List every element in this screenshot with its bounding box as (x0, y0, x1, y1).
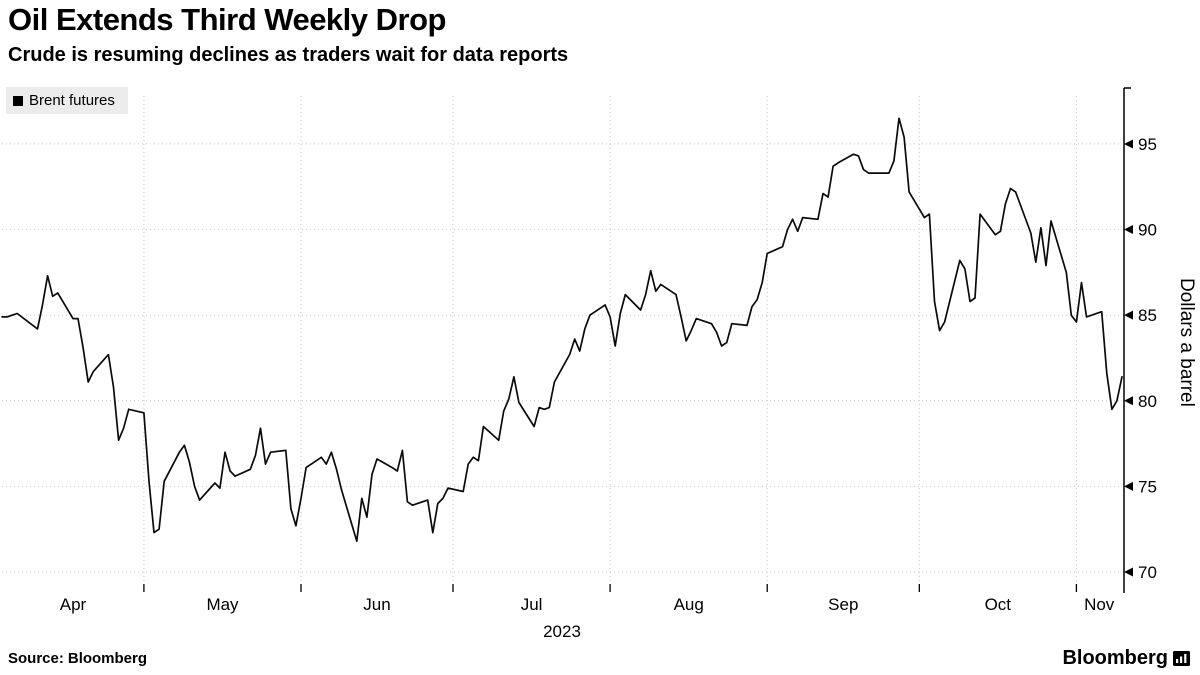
brent-futures-line-chart: Apr May Jun Jul Aug Sep Oct Nov 2023 70 75 80 85 90 95 (1, 87, 1157, 641)
source-label: Source: (8, 650, 64, 667)
y-axis-tick-label: 90 (1138, 221, 1157, 240)
bloomberg-wordmark: Bloomberg (1062, 647, 1168, 669)
price-line (1, 117, 1123, 543)
x-axis-label: Jul (521, 595, 543, 614)
page-title: Oil Extends Third Weekly Drop (8, 2, 446, 37)
footer: Source: Bloomberg Bloomberg (8, 647, 1190, 670)
y-axis-tick-icon (1124, 139, 1133, 149)
x-axis-year: 2023 (543, 622, 581, 641)
y-axis-title: Dollars a barrel (1176, 278, 1197, 407)
x-axis-label: Jun (363, 595, 390, 614)
x-axis-label: May (206, 595, 239, 614)
y-axis-tick-icon (1124, 225, 1133, 235)
x-axis-label: Oct (985, 595, 1012, 614)
x-axis-label: Nov (1084, 595, 1115, 614)
legend-swatch-icon (13, 95, 23, 106)
source-value: Bloomberg (67, 650, 148, 667)
legend-label: Brent futures (29, 92, 115, 109)
y-axis-tick-label: 95 (1138, 135, 1157, 154)
legend: Brent futures (6, 87, 128, 114)
y-axis-tick-icon (1124, 481, 1133, 491)
x-axis-label: Sep (828, 595, 858, 614)
bloomberg-logo: Bloomberg (1062, 647, 1190, 670)
y-axis-tick-label: 70 (1138, 563, 1157, 582)
y-axis-tick-icon (1124, 396, 1133, 406)
y-axis-tick-label: 85 (1138, 306, 1157, 325)
page-subtitle: Crude is resuming declines as traders wa… (8, 44, 569, 66)
y-axis-tick-label: 75 (1138, 477, 1157, 496)
y-axis-tick-icon (1124, 310, 1133, 320)
y-axis-tick-icon (1124, 567, 1133, 577)
bloomberg-chart-icon (1173, 651, 1190, 666)
x-axis-label: Apr (60, 595, 87, 614)
y-axis-tick-label: 80 (1138, 392, 1157, 411)
source-note: Source: Bloomberg (8, 650, 151, 667)
x-axis-label: Aug (674, 595, 704, 614)
